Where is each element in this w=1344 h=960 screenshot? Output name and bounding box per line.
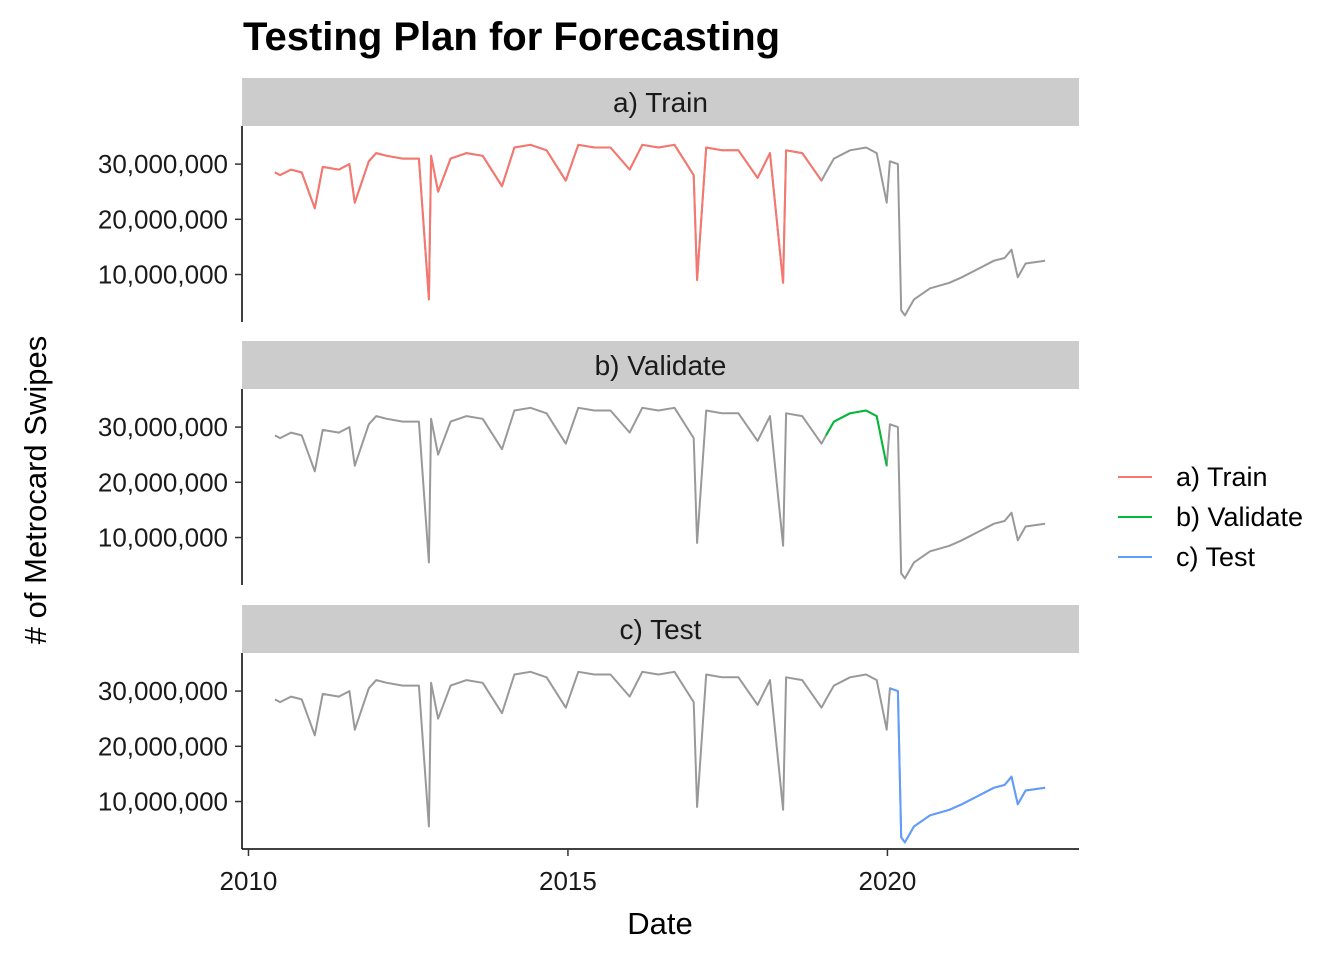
y-tick-label: 20,000,000 xyxy=(98,204,228,234)
facet-panel: c) Test 10,000,000 20,000,000 30,000,000 xyxy=(98,605,1079,849)
legend-item: a) Train xyxy=(1118,462,1268,492)
y-axis-title: # of Metrocard Swipes xyxy=(18,336,53,644)
facet-panels: a) Train10,000,00020,000,00030,000,000b)… xyxy=(98,78,1079,849)
highlight-series-line xyxy=(889,687,1046,844)
y-tick-label: 30,000,000 xyxy=(98,676,228,706)
y-tick-label: 20,000,000 xyxy=(98,467,228,497)
y-tick-label: 20,000,000 xyxy=(98,731,228,761)
facet-panel: a) Train 10,000,000 20,000,000 30,000,000 xyxy=(98,78,1079,322)
highlight-series-line xyxy=(274,143,823,301)
x-axis-title: Date xyxy=(627,906,692,941)
legend-label: a) Train xyxy=(1176,462,1268,492)
legend-label: b) Validate xyxy=(1176,502,1303,532)
chart-title: Testing Plan for Forecasting xyxy=(243,15,780,59)
facet-strip xyxy=(242,341,1079,389)
highlight-series-line xyxy=(825,409,888,466)
y-tick-label: 10,000,000 xyxy=(98,523,228,553)
facet-strip xyxy=(242,78,1079,126)
legend-item: b) Validate xyxy=(1118,502,1303,532)
x-tick-label: 2015 xyxy=(539,866,597,896)
legend-item: c) Test xyxy=(1118,542,1256,572)
background-series-line xyxy=(274,406,1046,580)
legend: a) Train b) Validate c) Test xyxy=(1118,462,1303,572)
legend-label: c) Test xyxy=(1176,542,1256,572)
background-series-line xyxy=(274,143,1046,317)
facet-strip-label: c) Test xyxy=(620,614,702,645)
y-tick-label: 30,000,000 xyxy=(98,149,228,179)
y-tick-label: 10,000,000 xyxy=(98,787,228,817)
x-axis: 2010 2015 2020 xyxy=(220,848,1079,896)
y-tick-label: 30,000,000 xyxy=(98,412,228,442)
x-tick-label: 2010 xyxy=(220,866,278,896)
facet-strip-label: a) Train xyxy=(613,87,708,118)
y-tick-label: 10,000,000 xyxy=(98,260,228,290)
facet-strip-label: b) Validate xyxy=(595,350,727,381)
x-tick-label: 2020 xyxy=(858,866,916,896)
facet-panel: b) Validate 10,000,000 20,000,000 30,000,00… xyxy=(98,341,1079,585)
facet-strip xyxy=(242,605,1079,653)
